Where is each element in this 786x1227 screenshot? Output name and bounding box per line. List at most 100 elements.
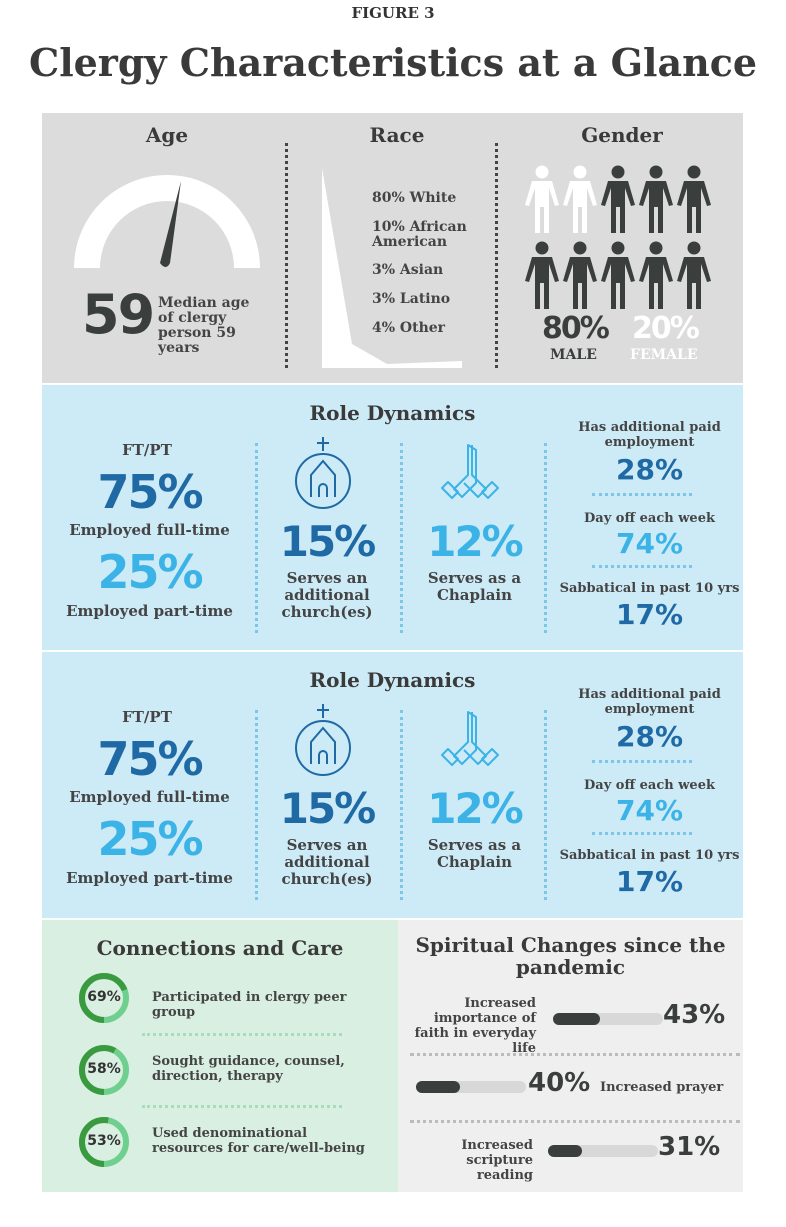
spiritual-label: Increased scripture reading [461, 1138, 533, 1183]
race-item: 3% Latino [372, 291, 451, 307]
ft-pct: 75% [97, 465, 203, 519]
male-pct: 80% [542, 311, 610, 346]
age-gauge [74, 175, 260, 268]
gender-heading: Gender [581, 123, 663, 147]
church-icon [295, 704, 351, 776]
employment-pct: 28% [615, 720, 684, 753]
pt-pct: 25% [97, 812, 203, 866]
church-pct: 15% [279, 517, 377, 566]
chaplain-pct: 12% [427, 517, 524, 566]
progress-ring [79, 1045, 129, 1095]
divider [592, 832, 692, 835]
progress-ring [79, 973, 129, 1023]
connection-pct: 69% [87, 989, 121, 1005]
gauge-needle-icon [160, 181, 181, 267]
pt-pct: 25% [97, 545, 203, 599]
role-dynamics-section: Role Dynamics FT/PT 75% Employed full-ti… [42, 652, 743, 918]
sabbatical-label: Sabbatical in past 10 yrs [559, 848, 740, 863]
spiritual-pct: 40% [528, 1068, 591, 1098]
female-pct: 20% [632, 311, 700, 346]
spiritual-bar [548, 1145, 658, 1157]
divider [544, 443, 547, 633]
chaplain-pct: 12% [427, 784, 524, 833]
church-label: Serves an additional church(es) [281, 569, 373, 621]
chaplain-label: Serves as a Chaplain [427, 836, 522, 871]
figure-label: FIGURE 3 [351, 4, 435, 22]
male-label: MALE [550, 347, 597, 363]
female-person-icon [525, 165, 559, 233]
divider [285, 143, 288, 368]
divider [400, 443, 403, 633]
male-person-icon [525, 241, 559, 309]
spiritual-pct: 31% [658, 1132, 721, 1162]
race-item: 80% White [372, 190, 457, 206]
employment-pct: 28% [615, 453, 684, 486]
spiritual-bar-fill [553, 1013, 601, 1025]
connection-pct: 53% [87, 1133, 121, 1149]
divider [410, 1120, 740, 1123]
spiritual-bar [553, 1013, 663, 1025]
connection-label: Participated in clergy peer group [152, 990, 347, 1020]
connection-label: Used denominational resources for care/w… [152, 1126, 365, 1156]
praying-hands-icon [441, 711, 499, 766]
male-person-icon [639, 165, 673, 233]
divider [142, 1105, 342, 1108]
divider [592, 493, 692, 496]
church-label: Serves an additional church(es) [281, 836, 373, 888]
gender-pictogram [524, 165, 724, 317]
church-pct: 15% [279, 784, 377, 833]
spiritual-section: Spiritual Changes since the pandemic Inc… [398, 920, 743, 1192]
age-value: 59 [82, 283, 155, 346]
spiritual-label: Increased prayer [600, 1080, 724, 1095]
divider [410, 1053, 740, 1056]
spiritual-label: Increased importance of faith in everyda… [414, 996, 536, 1056]
role-heading: Role Dynamics [309, 668, 476, 692]
divider [255, 710, 258, 900]
dayoff-label: Day off each week [584, 778, 715, 793]
role-dynamics-section: Role Dynamics FT/PT 75% Employed full-ti… [42, 385, 743, 650]
connections-section: Connections and Care 69% Participated in… [42, 920, 398, 1192]
race-list: 80% White 10% African American 3% Asian … [372, 191, 502, 336]
demographics-section: Age 59 Median age of clergy person 59 ye… [42, 113, 743, 383]
ft-label: Employed full-time [69, 521, 230, 539]
spiritual-heading: Spiritual Changes since the pandemic [415, 933, 726, 979]
race-item: 10% African American [372, 219, 467, 250]
employment-label: Has additional paid employment [578, 687, 721, 717]
connection-label: Sought guidance, counsel, direction, the… [152, 1054, 345, 1084]
divider [400, 710, 403, 900]
praying-hands-icon [441, 444, 499, 499]
pt-label: Employed part-time [66, 602, 233, 620]
dayoff-pct: 74% [615, 794, 684, 827]
spiritual-bar-fill [548, 1145, 583, 1157]
chaplain-label: Serves as a Chaplain [427, 569, 522, 604]
church-icon [295, 437, 351, 509]
female-person-icon [563, 165, 597, 233]
male-person-icon [677, 241, 711, 309]
divider [142, 1033, 342, 1036]
ftpt-label: FT/PT [122, 441, 172, 459]
male-person-icon [639, 241, 673, 309]
dayoff-label: Day off each week [584, 511, 715, 526]
female-label: FEMALE [630, 347, 698, 363]
male-person-icon [677, 165, 711, 233]
page-title: Clergy Characteristics at a Glance [28, 40, 758, 85]
role-heading: Role Dynamics [309, 401, 476, 425]
race-item: 3% Asian [372, 262, 444, 278]
age-description: Median age of clergy person 59 years [158, 295, 250, 356]
male-person-icon [601, 241, 635, 309]
dayoff-pct: 74% [615, 527, 684, 560]
spiritual-bar-fill [416, 1081, 460, 1093]
progress-ring [79, 1117, 129, 1167]
pt-label: Employed part-time [66, 869, 233, 887]
divider [255, 443, 258, 633]
ft-label: Employed full-time [69, 788, 230, 806]
divider [495, 143, 498, 368]
divider [544, 710, 547, 900]
ftpt-label: FT/PT [122, 708, 172, 726]
connection-pct: 58% [87, 1061, 121, 1077]
ft-pct: 75% [97, 732, 203, 786]
sabbatical-label: Sabbatical in past 10 yrs [559, 581, 740, 596]
spiritual-pct: 43% [663, 1000, 726, 1030]
sabbatical-pct: 17% [615, 598, 684, 631]
race-heading: Race [369, 123, 425, 147]
